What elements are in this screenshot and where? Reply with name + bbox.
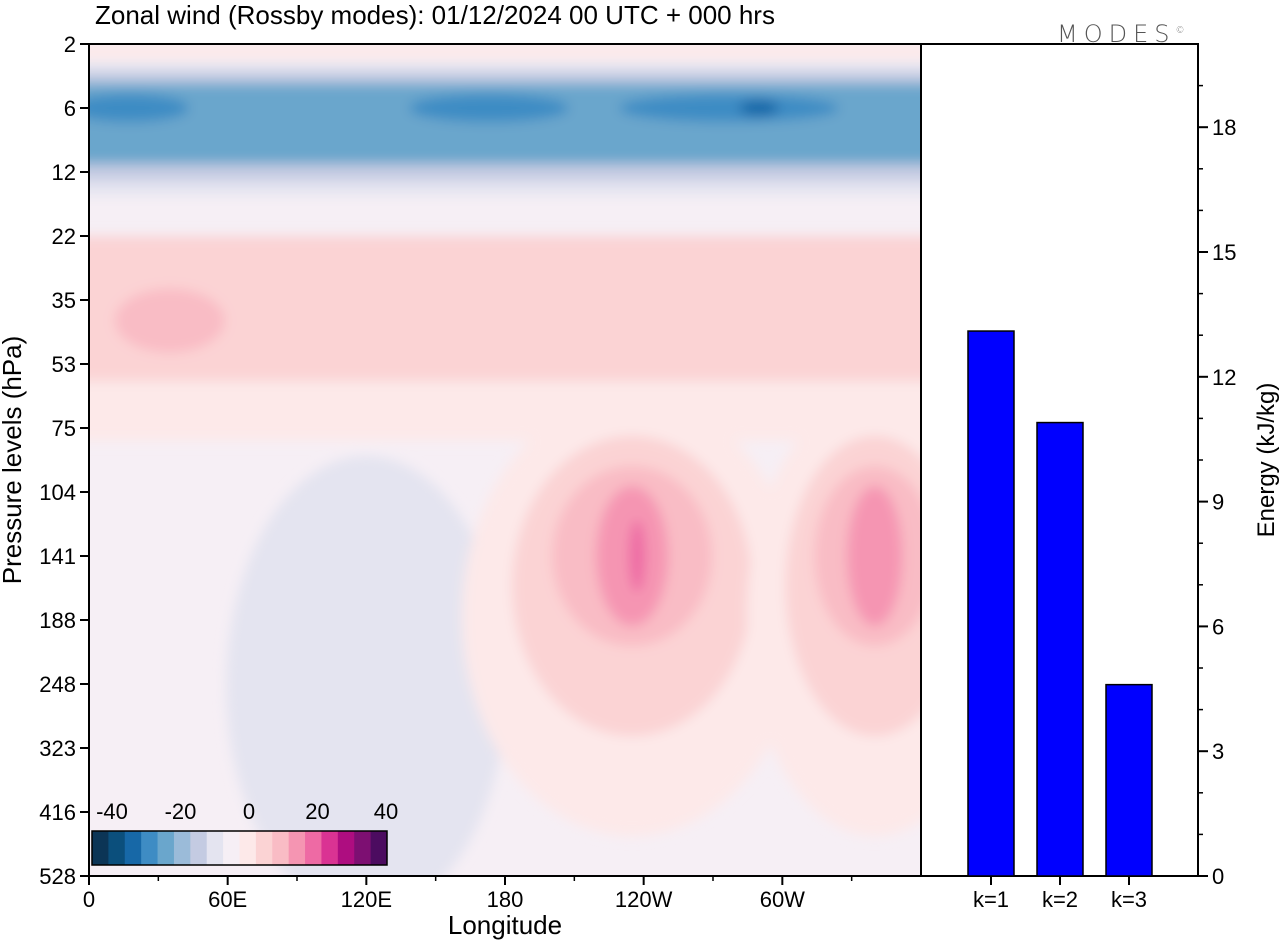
easterly-core-max [739, 100, 779, 116]
colorbar-tick-label: -40 [96, 799, 128, 824]
bar-x-label: k=2 [1042, 887, 1078, 912]
axes: 2 6 12 22 35 53 75 104 141 188 248 323 416 528 0 60E 120… [0, 32, 922, 940]
colorbar-swatch [108, 831, 126, 865]
bar-y-tick-label: 15 [1212, 240, 1236, 265]
x-axis-label: Longitude [448, 910, 562, 940]
bar-x-label: k=3 [1111, 887, 1147, 912]
westerly-band [89, 236, 921, 381]
y-tick-label: 104 [39, 480, 76, 505]
bar-y-tick-label: 6 [1212, 614, 1224, 639]
colorbar-swatch [141, 831, 159, 865]
colorbar-swatch [321, 831, 339, 865]
y-tick-label: 141 [39, 544, 76, 569]
logo-mark: © [1175, 26, 1185, 36]
colorbar-swatch [124, 831, 142, 865]
energy-bars: k=1 k=2 k=3 0 3 6 9 12 15 18 Energy (kJ/kg) [920, 43, 1280, 912]
top-weak-band [89, 44, 921, 60]
colorbar-swatch [92, 831, 109, 865]
jet-core-max [629, 520, 646, 592]
colorbar-swatch [206, 831, 224, 865]
wind-field [89, 44, 921, 876]
y-tick-label: 22 [52, 224, 76, 249]
colorbar-swatch [239, 831, 257, 865]
jet-core [847, 486, 903, 626]
y-tick-label: 2 [64, 32, 76, 57]
y-tick-label: 6 [64, 96, 76, 121]
colorbar: -40 -20 0 20 40 [91, 799, 398, 866]
easterly-core [409, 94, 569, 122]
colorbar-tick-label: 40 [374, 799, 398, 824]
y-tick-label: 248 [39, 672, 76, 697]
easterly-core [89, 94, 189, 122]
colorbar-swatch [223, 831, 240, 865]
y-tick-label: 53 [52, 352, 76, 377]
y-tick-label: 528 [39, 864, 76, 889]
colorbar-tick-label: 0 [243, 799, 255, 824]
colorbar-tick-label: -20 [165, 799, 197, 824]
westerly-band-lower [89, 380, 921, 441]
bar-y-tick-label: 12 [1212, 365, 1236, 390]
y-tick-label: 416 [39, 800, 76, 825]
colorbar-swatch [354, 831, 372, 865]
bar-y-tick-label: 18 [1212, 115, 1236, 140]
colorbar-swatch [305, 831, 322, 865]
y-tick-label: 75 [52, 416, 76, 441]
jet-core-stratosphere [114, 288, 225, 353]
colorbar-swatch [190, 831, 208, 865]
colorbar-swatch [288, 831, 306, 865]
x-tick-label: 0 [83, 887, 95, 912]
colorbar-swatch [272, 831, 290, 865]
colorbar-swatch [370, 831, 388, 865]
colorbar-swatch [173, 831, 191, 865]
easterly-core [619, 94, 839, 122]
y-tick-label: 323 [39, 736, 76, 761]
x-tick-label: 120W [615, 887, 673, 912]
bar-x-label: k=1 [973, 887, 1009, 912]
bar-y-tick-label: 3 [1212, 739, 1224, 764]
colorbar-frame [91, 830, 388, 866]
x-tick-label: 120E [341, 887, 392, 912]
y-axis-label: Pressure levels (hPa) [0, 336, 27, 585]
energy-bar-k=2 [1036, 421, 1084, 877]
x-tick-label: 60E [208, 887, 247, 912]
trough-core [336, 471, 397, 641]
colorbar-swatch [337, 831, 355, 865]
chart-title: Zonal wind (Rossby modes): 01/12/2024 00… [95, 0, 775, 30]
colorbar-tick-label: 20 [305, 799, 329, 824]
bar-y-tick-label: 0 [1212, 864, 1224, 889]
energy-axis-label: Energy (kJ/kg) [1253, 383, 1280, 538]
y-tick-label: 12 [52, 160, 76, 185]
colorbar-swatch [255, 831, 273, 865]
field-shapes [89, 44, 921, 876]
colorbar-swatch [157, 831, 175, 865]
y-tick-label: 35 [52, 288, 76, 313]
x-tick-label: 180 [487, 887, 524, 912]
x-tick-label: 60W [760, 887, 805, 912]
negative-region [226, 456, 507, 876]
bar-y-tick-label: 9 [1212, 490, 1224, 515]
energy-bar-k=1 [967, 330, 1015, 877]
energy-bar-k=3 [1105, 683, 1153, 877]
y-tick-label: 188 [39, 608, 76, 633]
